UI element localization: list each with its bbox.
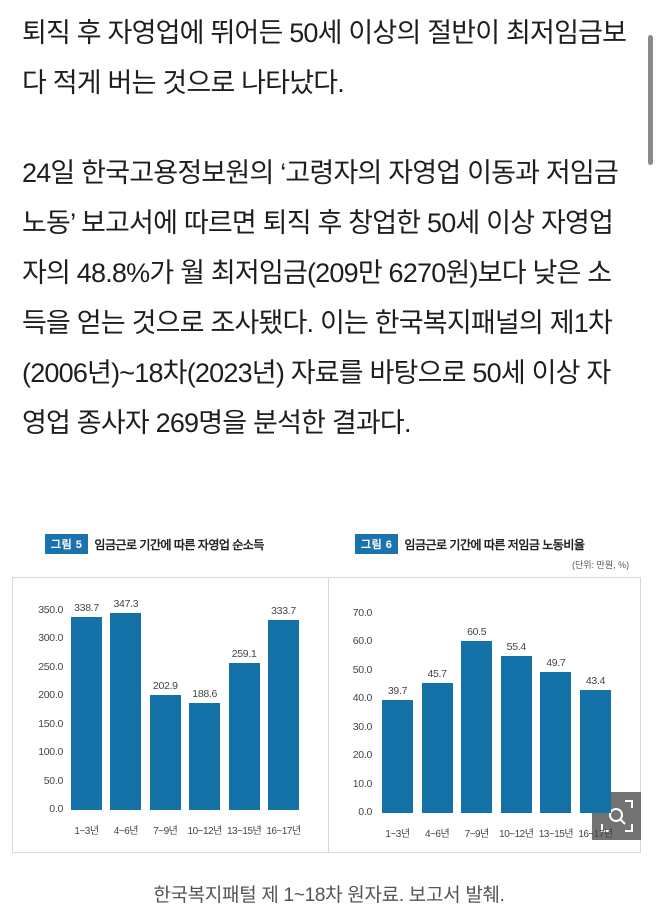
bar-value-label: 60.5 bbox=[467, 626, 487, 638]
figure-5-header: 그림 5 임금근로 기간에 따른 자영업 순소득 bbox=[45, 534, 264, 554]
figure-5-badge: 그림 5 bbox=[45, 534, 89, 554]
bar bbox=[540, 671, 572, 813]
x-axis-label: 10~12년 bbox=[187, 826, 223, 837]
bar bbox=[149, 694, 181, 810]
bar bbox=[268, 620, 299, 810]
x-axis-label: 10~12년 bbox=[499, 829, 534, 840]
bar bbox=[110, 612, 142, 810]
x-axis-label: 7~9년 bbox=[464, 829, 490, 840]
x-axis-label: 1~3년 bbox=[74, 826, 99, 837]
bar-value-label: 55.4 bbox=[506, 640, 527, 653]
scrollbar[interactable] bbox=[648, 35, 653, 165]
figure-6-title: 임금근로 기간에 따른 저임금 노동비율 bbox=[404, 537, 585, 552]
x-axis-label: 4~6년 bbox=[113, 826, 139, 837]
bar bbox=[421, 683, 453, 813]
chart-divider bbox=[328, 578, 329, 852]
x-axis-label: 16~17년 bbox=[266, 826, 301, 837]
bar-value-label: 347.3 bbox=[113, 597, 139, 610]
y-axis-tick: 20.0 bbox=[352, 749, 373, 762]
y-axis-tick: 250.0 bbox=[38, 660, 63, 673]
article-paragraph-1: 퇴직 후 자영업에 뛰어든 50세 이상의 절반이 최저임금보다 적게 버는 것… bbox=[22, 18, 627, 98]
y-axis-tick: 350.0 bbox=[38, 604, 63, 616]
bar-value-label: 188.6 bbox=[192, 687, 218, 700]
unit-label: (단위: 만원, %) bbox=[572, 560, 630, 570]
image-caption: 한국복지패털 제 1~18차 원자료. 보고서 발췌. bbox=[153, 885, 505, 906]
bar-value-label: 259.1 bbox=[231, 647, 257, 660]
bar bbox=[189, 702, 221, 810]
bar bbox=[228, 662, 260, 810]
figure-image: 그림 5 임금근로 기간에 따른 자영업 순소득 그림 6 임금근로 기간에 따… bbox=[0, 510, 658, 860]
bar bbox=[382, 700, 413, 813]
y-axis-tick: 0.0 bbox=[49, 803, 63, 815]
y-axis-tick: 10.0 bbox=[352, 777, 373, 790]
x-axis-label: 16~17년 bbox=[578, 829, 613, 840]
article-paragraph-2: 24일 한국고용정보원의 ‘고령자의 자영업 이동과 저임금 노동’ 보고서에 … bbox=[22, 158, 619, 438]
bar-value-label: 43.4 bbox=[585, 674, 606, 687]
x-axis-label: 13~15년 bbox=[538, 829, 574, 840]
bar-value-label: 333.7 bbox=[271, 605, 296, 618]
y-axis-tick: 300.0 bbox=[38, 632, 63, 645]
y-axis-tick: 100.0 bbox=[38, 746, 63, 759]
y-axis-tick: 50.0 bbox=[352, 663, 373, 676]
x-axis-label: 1~3년 bbox=[385, 829, 410, 840]
y-axis-tick: 30.0 bbox=[352, 720, 373, 733]
bar bbox=[580, 689, 611, 813]
x-axis-label: 7~9년 bbox=[153, 826, 178, 837]
y-axis-tick: 200.0 bbox=[38, 689, 63, 702]
y-axis-tick: 0.0 bbox=[358, 806, 372, 818]
y-axis-tick: 40.0 bbox=[352, 692, 373, 705]
bar-value-label: 45.7 bbox=[427, 668, 447, 681]
figure-6-header: 그림 6 임금근로 기간에 따른 저임금 노동비율 bbox=[355, 534, 585, 554]
chart-frame bbox=[12, 577, 641, 853]
bar bbox=[71, 617, 102, 810]
x-axis-label: 4~6년 bbox=[425, 829, 450, 840]
bar-value-label: 202.9 bbox=[152, 679, 178, 692]
figure-6-badge: 그림 6 bbox=[355, 534, 399, 554]
y-axis-tick: 70.0 bbox=[352, 607, 373, 619]
y-axis-tick: 60.0 bbox=[352, 635, 373, 648]
bar-value-label: 49.7 bbox=[546, 656, 566, 669]
y-axis-tick: 150.0 bbox=[38, 717, 63, 730]
bar-value-label: 39.7 bbox=[387, 685, 408, 698]
bar bbox=[461, 641, 493, 813]
bar-value-label: 338.7 bbox=[74, 602, 99, 615]
bar bbox=[500, 655, 532, 813]
figure-5-title: 임금근로 기간에 따른 자영업 순소득 bbox=[94, 537, 264, 552]
x-axis-label: 13~15년 bbox=[226, 826, 262, 837]
y-axis-tick: 50.0 bbox=[43, 774, 64, 787]
